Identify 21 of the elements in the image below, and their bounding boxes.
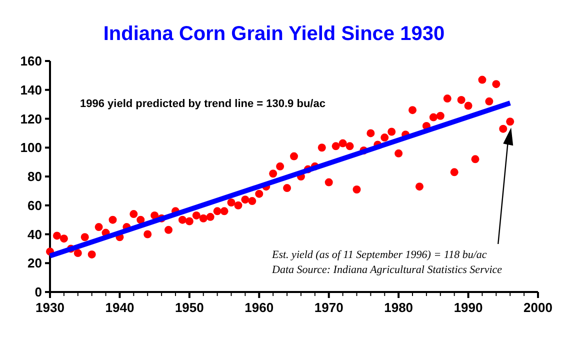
y-tick-label: 140 [20, 82, 42, 98]
y-tick-label: 60 [28, 198, 42, 213]
annotation: 1996 yield predicted by trend line = 130.9 bu/ac [80, 98, 326, 110]
y-tick-label: 20 [28, 256, 42, 271]
x-tick-label: 1950 [174, 300, 204, 315]
y-tick-label: 100 [20, 140, 42, 156]
x-tick-label: 1930 [36, 300, 64, 315]
x-tick-label: 1990 [454, 300, 483, 315]
x-tick-label: 1970 [314, 300, 344, 315]
y-tick-label: 120 [20, 111, 42, 126]
annotation: Data Source: Indiana Agricultural Statistics Service [271, 264, 502, 276]
y-tick-label: 80 [28, 169, 42, 184]
y-tick-label: 40 [28, 226, 42, 242]
x-tick-label: 1980 [384, 300, 414, 315]
y-tick-label: 160 [20, 54, 42, 68]
annotation: Est. yield (as of 11 September 1996) = 118 bu/ac [271, 249, 487, 261]
y-tick-label: 0 [34, 284, 42, 300]
x-tick-label: 1960 [244, 300, 274, 315]
x-tick-label: 2000 [524, 300, 552, 315]
chart-title: Indiana Corn Grain Yield Since 1930 [103, 23, 445, 45]
x-tick-label: 1940 [105, 300, 134, 315]
